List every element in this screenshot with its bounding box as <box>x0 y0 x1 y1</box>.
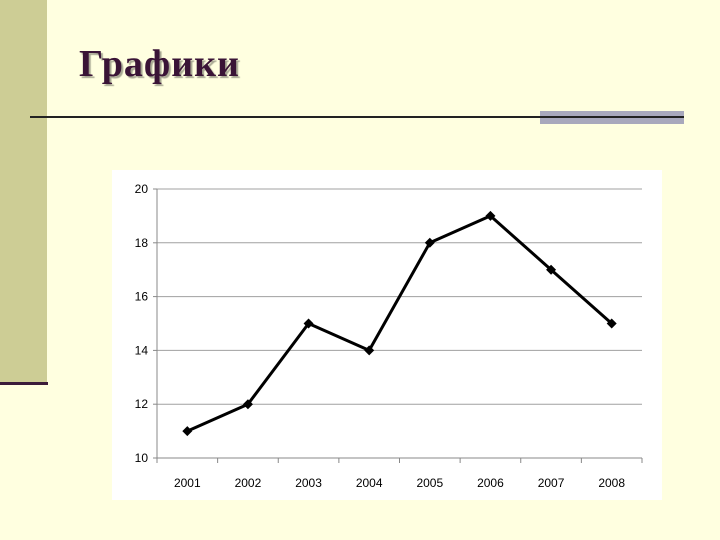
y-tick-label: 10 <box>135 451 149 465</box>
x-tick-labels: 2001 2002 2003 2004 2005 2006 2007 2008 <box>174 476 625 490</box>
x-tick-label: 2001 <box>174 476 201 490</box>
y-tick-label: 12 <box>135 397 149 411</box>
chart-area: 10 12 14 16 18 20 2001 2002 2003 2004 2005 2006 200… <box>112 170 662 500</box>
series-line <box>186 214 613 433</box>
y-tick-label: 16 <box>135 290 149 304</box>
x-tick-label: 2005 <box>416 476 443 490</box>
x-tick-label: 2006 <box>477 476 504 490</box>
y-tick-labels: 10 12 14 16 18 20 <box>135 182 149 465</box>
x-tick-label: 2007 <box>538 476 565 490</box>
data-point <box>303 318 314 329</box>
x-tick-label: 2008 <box>598 476 625 490</box>
y-tick-label: 18 <box>135 236 149 250</box>
y-tick-label: 20 <box>135 182 149 196</box>
slide-title: Графики <box>79 43 240 85</box>
data-point <box>546 264 557 275</box>
series <box>182 210 617 437</box>
x-tick-label: 2004 <box>356 476 383 490</box>
side-accent-underline <box>0 382 48 385</box>
x-tick-label: 2003 <box>295 476 322 490</box>
side-accent-bar <box>0 0 47 383</box>
data-point <box>242 399 253 410</box>
axes <box>153 188 643 463</box>
title-rule <box>30 116 684 118</box>
data-point <box>182 426 193 437</box>
data-point <box>424 237 435 248</box>
data-point <box>485 210 496 221</box>
x-tick-label: 2002 <box>235 476 262 490</box>
data-point <box>606 318 617 329</box>
data-point <box>364 345 375 356</box>
y-tick-label: 14 <box>135 343 149 357</box>
